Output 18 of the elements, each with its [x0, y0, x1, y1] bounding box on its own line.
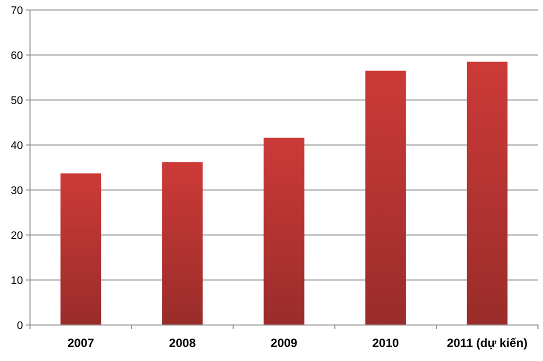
x-tick-label: 2008 — [169, 336, 196, 350]
y-tick-label: 50 — [10, 94, 23, 107]
y-tick-label: 40 — [10, 140, 23, 152]
y-tick-label: 60 — [10, 50, 23, 62]
bar — [466, 62, 508, 325]
bar — [162, 162, 203, 325]
bar — [60, 173, 102, 325]
bar — [365, 70, 406, 325]
x-tick-label: 2007 — [67, 336, 94, 350]
x-tick-label: 2009 — [270, 336, 298, 350]
x-tick-label: 2010 — [372, 336, 400, 350]
y-tick-label: 30 — [10, 184, 23, 197]
bar — [264, 138, 304, 325]
x-tick-label: 2011 (dự kiến) — [446, 336, 528, 350]
y-tick-label: 70 — [10, 4, 23, 17]
y-tick-label: 10 — [10, 274, 23, 287]
y-tick-label: 20 — [10, 230, 23, 242]
y-tick-label: 0 — [16, 320, 23, 332]
